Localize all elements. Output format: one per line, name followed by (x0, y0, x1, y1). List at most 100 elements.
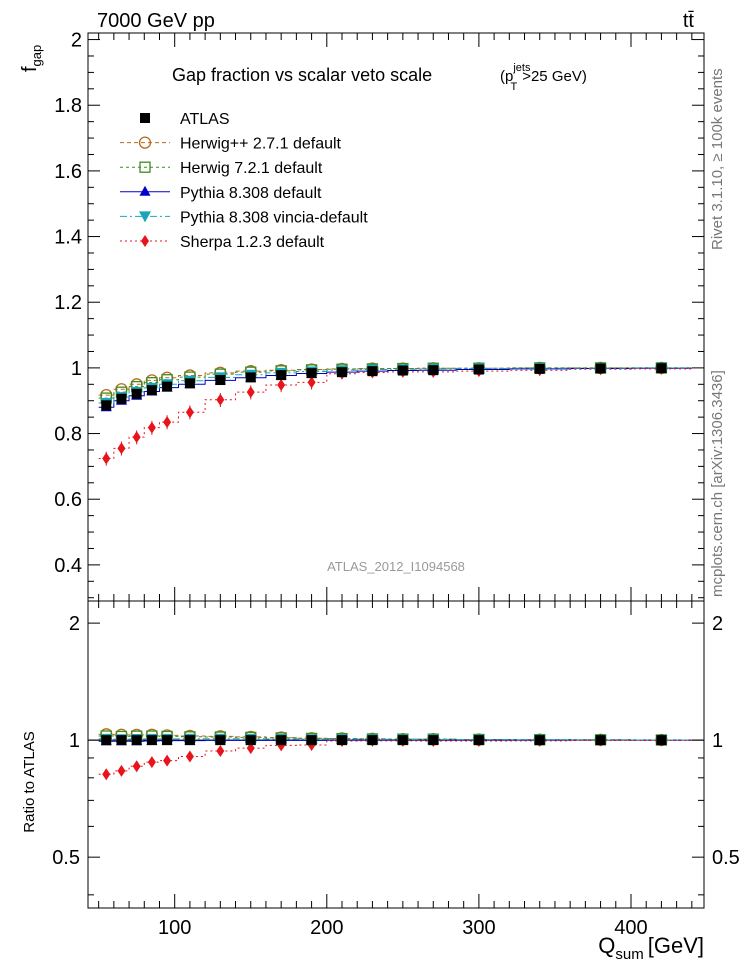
rivet-label: Rivet 3.1.10, ≥ 100k events (709, 68, 726, 250)
data-point (216, 393, 225, 406)
data-point (337, 367, 348, 378)
ratio-point (162, 735, 173, 746)
data-point (307, 376, 316, 389)
legend-marker (140, 113, 150, 123)
x-tick-label: 100 (158, 917, 191, 939)
series-1 (98, 361, 692, 747)
y-tick-label: 2 (71, 30, 82, 52)
ratio-y-tick-label: 1 (712, 730, 723, 752)
ratio-y-tick-label: 0.5 (52, 847, 80, 869)
legend-marker (139, 185, 151, 196)
data-point (306, 368, 317, 379)
legend-label: Pythia 8.308 default (180, 185, 322, 202)
data-point (116, 393, 127, 404)
ratio-point (428, 735, 439, 746)
y-tick-label: 0.4 (54, 555, 82, 577)
ratio-point (163, 754, 172, 767)
y-tick-label: 1.2 (54, 292, 82, 314)
data-point (184, 378, 195, 389)
y-axis-label: fgap (19, 45, 44, 72)
legend-entry: Sherpa 1.2.3 default (120, 234, 325, 251)
y-tick-label: 0.8 (54, 424, 82, 446)
legend-entry: Herwig++ 2.7.1 default (120, 136, 342, 153)
data-point (473, 364, 484, 375)
y-tick-label: 1.4 (54, 227, 82, 249)
ratio-point (367, 735, 378, 746)
legend-label: Sherpa 1.2.3 default (180, 234, 325, 251)
data-point (163, 416, 172, 429)
legend-marker (141, 235, 149, 247)
header-right: tt̄ (683, 10, 695, 32)
ratio-point (534, 735, 545, 746)
ratio-point (397, 735, 408, 746)
ratio-point (184, 735, 195, 746)
data-point (147, 421, 156, 434)
series-line-ratio (98, 735, 692, 741)
ratio-point (656, 735, 667, 746)
ratio-point (132, 760, 141, 773)
data-point (102, 452, 111, 465)
ratio-point (337, 735, 348, 746)
header-left: 7000 GeV pp (97, 10, 215, 32)
x-tick-label: 200 (310, 917, 343, 939)
series-0 (101, 363, 667, 746)
ratio-point (216, 745, 225, 758)
data-point (534, 363, 545, 374)
y-tick-label: 1.8 (54, 95, 82, 117)
series-2 (98, 362, 692, 746)
series-line-main (98, 368, 692, 460)
legend-entry: Pythia 8.308 default (120, 185, 322, 202)
ratio-point (147, 756, 156, 769)
ratio-y-tick-label: 0.5 (712, 847, 740, 869)
y-tick-label: 1.6 (54, 161, 82, 183)
ratio-point (306, 735, 317, 746)
legend-marker (139, 211, 151, 223)
legend-label: Pythia 8.308 vincia-default (180, 209, 368, 226)
data-point (132, 431, 141, 444)
series-line-main (98, 367, 692, 404)
data-point (656, 363, 667, 374)
data-point (131, 388, 142, 399)
data-point (428, 365, 439, 376)
ratio-point (595, 735, 606, 746)
data-point (276, 370, 287, 381)
ratio-point (146, 735, 157, 746)
legend-marker (139, 161, 151, 173)
x-axis-label: Qsum [GeV] (598, 933, 704, 963)
legend-label: Herwig++ 2.7.1 default (180, 136, 342, 153)
ratio-y-tick-label: 2 (712, 613, 723, 635)
y-tick-label: 1 (71, 358, 82, 380)
series-line-ratio (98, 739, 692, 775)
series-4 (98, 362, 692, 746)
ratio-point (116, 735, 127, 746)
legend-title: Gap fraction vs scalar veto scale (172, 65, 432, 85)
data-point (117, 442, 126, 455)
ratio-point (473, 735, 484, 746)
ratio-point (245, 735, 256, 746)
ratio-point (131, 735, 142, 746)
watermark: ATLAS_2012_I1094568 (327, 559, 465, 574)
ratio-y-tick-label: 2 (69, 613, 80, 635)
data-point (595, 363, 606, 374)
legend-entry: ATLAS (140, 111, 230, 128)
data-point (246, 386, 255, 399)
legend-label: ATLAS (180, 111, 230, 128)
ratio-point (117, 764, 126, 777)
ratio-y-tick-label: 1 (69, 730, 80, 752)
mcplots-label: mcplots.cern.ch [arXiv:1306.3436] (709, 370, 726, 597)
ratio-axis-label: Ratio to ATLAS (21, 731, 38, 832)
legend-cut: (pjets T>25 GeV) (500, 62, 587, 93)
legend-entry: Pythia 8.308 vincia-default (120, 209, 368, 226)
legend-entry: Herwig 7.2.1 default (120, 160, 323, 177)
legend-label: Herwig 7.2.1 default (180, 160, 323, 177)
y-tick-label: 0.6 (54, 489, 82, 511)
data-point (397, 365, 408, 376)
ratio-plot-frame (87, 600, 705, 909)
ratio-point (276, 735, 287, 746)
series-3 (98, 362, 692, 746)
data-point (185, 406, 194, 419)
ratio-point (102, 768, 111, 781)
ratio-point (246, 742, 255, 755)
x-tick-label: 400 (614, 917, 647, 939)
